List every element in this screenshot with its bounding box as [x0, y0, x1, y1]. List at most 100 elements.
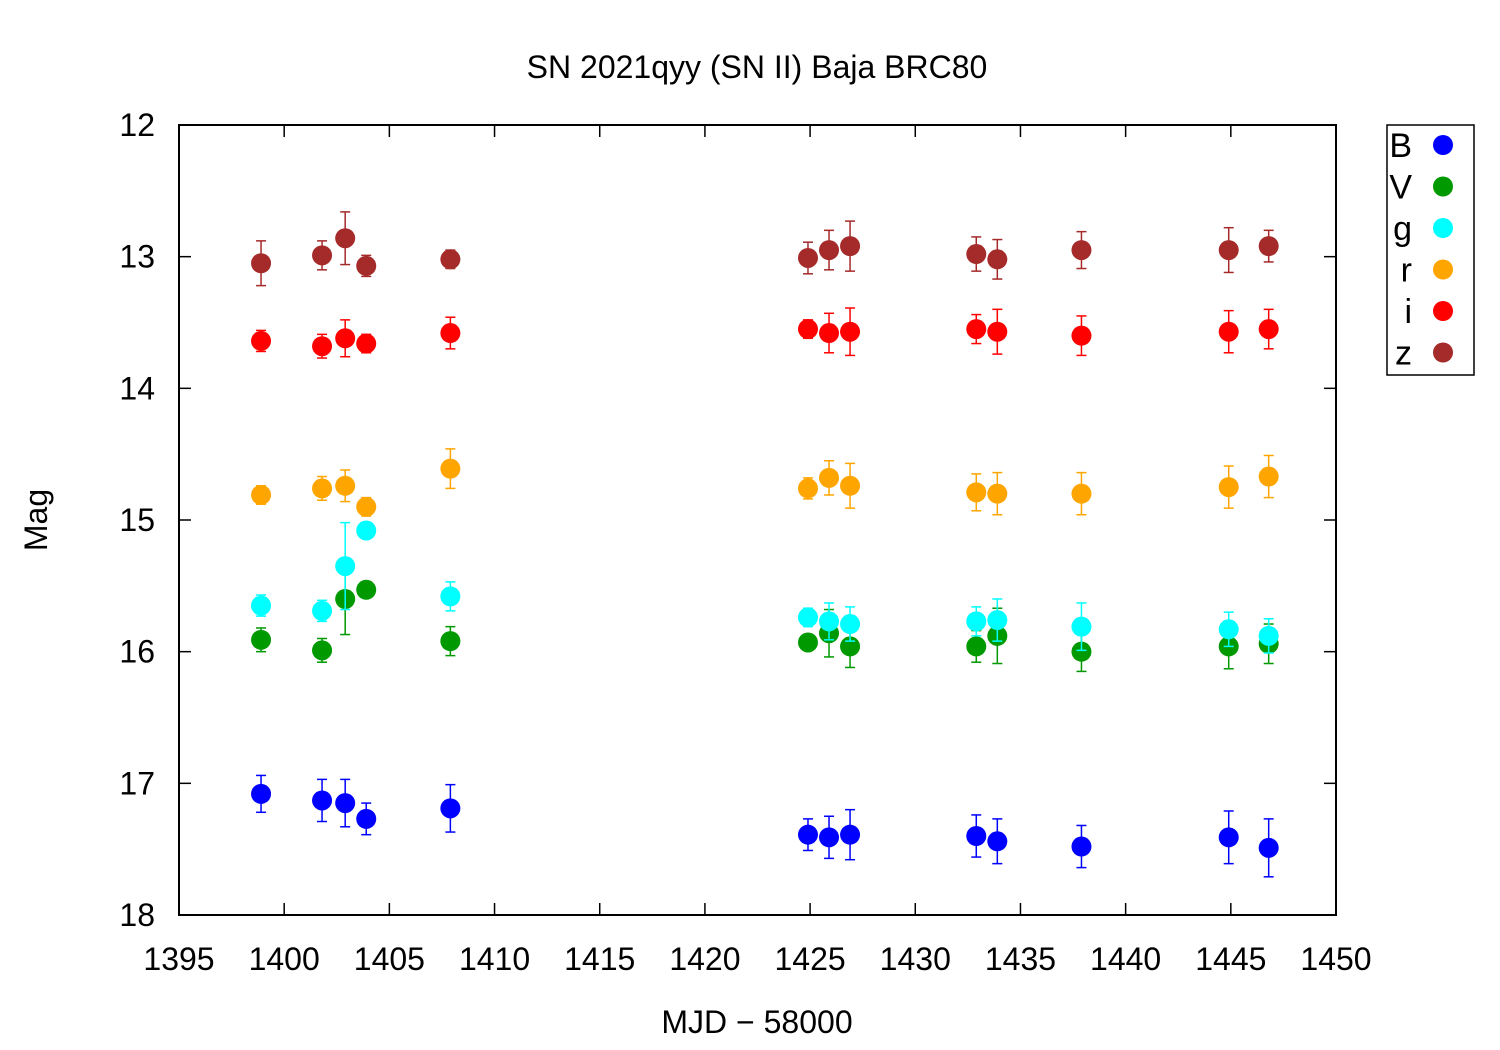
- data-point: [840, 475, 861, 496]
- x-tick-label: 1395: [143, 941, 214, 977]
- y-tick-label: 18: [119, 897, 155, 933]
- legend-marker: [1433, 342, 1453, 363]
- data-point: [797, 824, 818, 845]
- data-point: [1071, 616, 1092, 637]
- data-point: [987, 249, 1008, 270]
- y-tick-label: 15: [119, 502, 155, 538]
- data-point: [819, 611, 840, 632]
- data-point: [966, 482, 987, 503]
- x-tick-label: 1425: [774, 941, 845, 977]
- data-point: [1258, 236, 1279, 257]
- legend-marker: [1433, 218, 1453, 238]
- data-point: [251, 484, 272, 505]
- x-tick-label: 1410: [459, 941, 530, 977]
- data-point: [312, 336, 333, 357]
- data-point: [312, 790, 333, 811]
- data-point: [797, 319, 818, 340]
- data-point: [440, 323, 461, 344]
- data-point: [797, 478, 818, 499]
- legend-box: [1386, 124, 1475, 376]
- x-tick-label: 1405: [354, 941, 425, 977]
- data-point: [440, 458, 461, 479]
- data-point: [440, 249, 461, 270]
- y-tick-label: 12: [119, 107, 155, 143]
- plot-frame: [178, 124, 1337, 916]
- series-B: [251, 774, 1279, 878]
- data-point: [356, 520, 377, 541]
- x-tick-label: 1445: [1195, 941, 1266, 977]
- data-point: [335, 556, 356, 577]
- data-point: [966, 319, 987, 340]
- data-point: [1258, 319, 1279, 340]
- data-point: [1218, 619, 1239, 640]
- x-tick-label: 1450: [1300, 941, 1371, 977]
- data-point: [1071, 483, 1092, 504]
- legend-label: i: [1404, 293, 1412, 331]
- data-point: [440, 631, 461, 652]
- y-axis-label: Mag: [18, 489, 54, 551]
- data-point: [335, 793, 356, 814]
- data-point: [819, 240, 840, 261]
- y-tick-label: 13: [119, 239, 155, 275]
- data-point: [356, 496, 377, 517]
- y-tick-label: 14: [119, 370, 155, 406]
- data-point: [1218, 477, 1239, 498]
- legend-marker: [1433, 176, 1453, 197]
- data-point: [987, 831, 1008, 852]
- data-point: [251, 595, 272, 616]
- series-z: [251, 211, 1279, 287]
- data-point: [1071, 240, 1092, 261]
- data-point: [356, 579, 377, 600]
- data-point: [1258, 625, 1279, 646]
- series-i: [251, 307, 1279, 359]
- data-point: [251, 783, 272, 804]
- data-point: [1071, 325, 1092, 346]
- data-point: [312, 640, 333, 661]
- data-point: [987, 483, 1008, 504]
- data-point: [440, 586, 461, 607]
- data-point: [797, 632, 818, 653]
- legend-label: g: [1393, 210, 1412, 248]
- data-point: [1258, 466, 1279, 487]
- data-point: [1071, 641, 1092, 662]
- x-tick-label: 1435: [985, 941, 1056, 977]
- data-point: [819, 467, 840, 488]
- data-point: [335, 328, 356, 349]
- data-point: [312, 245, 333, 266]
- x-tick-label: 1430: [880, 941, 951, 977]
- plot-area: 1395 1400 1405 1410 1415 1420 1425 1430 1435 1440…: [119, 107, 1371, 977]
- data-point: [1218, 321, 1239, 342]
- data-point: [335, 228, 356, 249]
- legend-label: B: [1389, 127, 1412, 165]
- series-g: [251, 520, 1279, 654]
- series-V: [251, 562, 1279, 673]
- data-point: [966, 244, 987, 265]
- data-point: [797, 607, 818, 628]
- data-point: [840, 236, 861, 257]
- data-point: [356, 255, 377, 276]
- data-point: [797, 247, 818, 268]
- legend-marker: [1433, 301, 1453, 321]
- data-point: [356, 808, 377, 829]
- legend-marker: [1433, 259, 1453, 280]
- legend-label: z: [1395, 335, 1412, 373]
- data-point: [312, 600, 333, 621]
- data-point: [819, 827, 840, 848]
- data-point: [1218, 240, 1239, 261]
- data-point: [987, 321, 1008, 342]
- x-tick-label: 1440: [1090, 941, 1161, 977]
- y-tick-label: 16: [119, 634, 155, 670]
- x-tick-label: 1400: [249, 941, 320, 977]
- data-point: [840, 321, 861, 342]
- data-point: [440, 798, 461, 819]
- chart-title: SN 2021qyy (SN II) Baja BRC80: [527, 49, 988, 85]
- data-point: [356, 333, 377, 354]
- legend-label: r: [1401, 252, 1412, 290]
- legend-marker: [1433, 135, 1453, 155]
- data-point: [987, 610, 1008, 631]
- data-point: [1258, 837, 1279, 858]
- x-axis-label: MJD − 58000: [661, 1004, 852, 1040]
- data-point: [1071, 836, 1092, 857]
- data-point: [1218, 827, 1239, 848]
